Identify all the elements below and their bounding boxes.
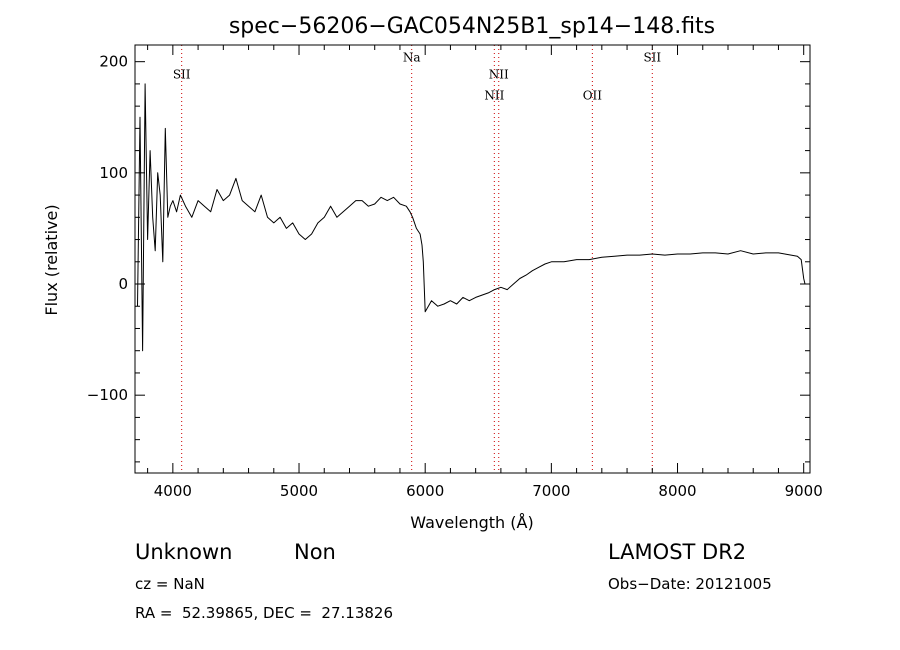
x-tick-label-1: 5000 (280, 482, 318, 500)
line-label-4: OII (583, 88, 603, 102)
sky-coordinates: RA = 52.39865, DEC = 27.13826 (135, 604, 394, 622)
x-tick-label-4: 8000 (658, 482, 696, 500)
x-axis-label: Wavelength (Å) (410, 513, 533, 532)
axis-ticks: 4000 5000 6000 7000 8000 9000 200 100 0 −100 (87, 45, 823, 500)
line-label-0: SII (173, 67, 191, 81)
chart-title: spec−56206−GAC054N25B1_sp14−148.fits (229, 14, 715, 39)
y-tick-label-2: 0 (118, 275, 128, 293)
line-label-2: NII (484, 88, 504, 102)
redshift-cz: cz = NaN (135, 575, 205, 593)
plot-frame (134, 44, 811, 474)
object-subclass: Non (294, 540, 336, 564)
y-tick-label-3: −100 (87, 386, 128, 404)
observation-date: Obs−Date: 20121005 (608, 575, 772, 593)
y-axis-label: Flux (relative) (42, 204, 61, 315)
x-tick-label-0: 4000 (154, 482, 192, 500)
x-tick-label-5: 9000 (785, 482, 823, 500)
survey-name: LAMOST DR2 (608, 540, 747, 564)
line-label-3: NII (489, 67, 509, 81)
y-tick-label-1: 100 (99, 164, 128, 182)
x-tick-label-2: 6000 (406, 482, 444, 500)
y-tick-label-0: 200 (99, 53, 128, 71)
object-type: Unknown (135, 540, 233, 564)
line-label-5: SII (643, 51, 661, 65)
line-markers: SII Na NII NII OII SII (173, 45, 661, 473)
spectrum-series (137, 83, 806, 352)
line-label-1: Na (403, 51, 421, 65)
x-tick-label-3: 7000 (532, 482, 570, 500)
spectrum-line-0 (137, 83, 806, 352)
